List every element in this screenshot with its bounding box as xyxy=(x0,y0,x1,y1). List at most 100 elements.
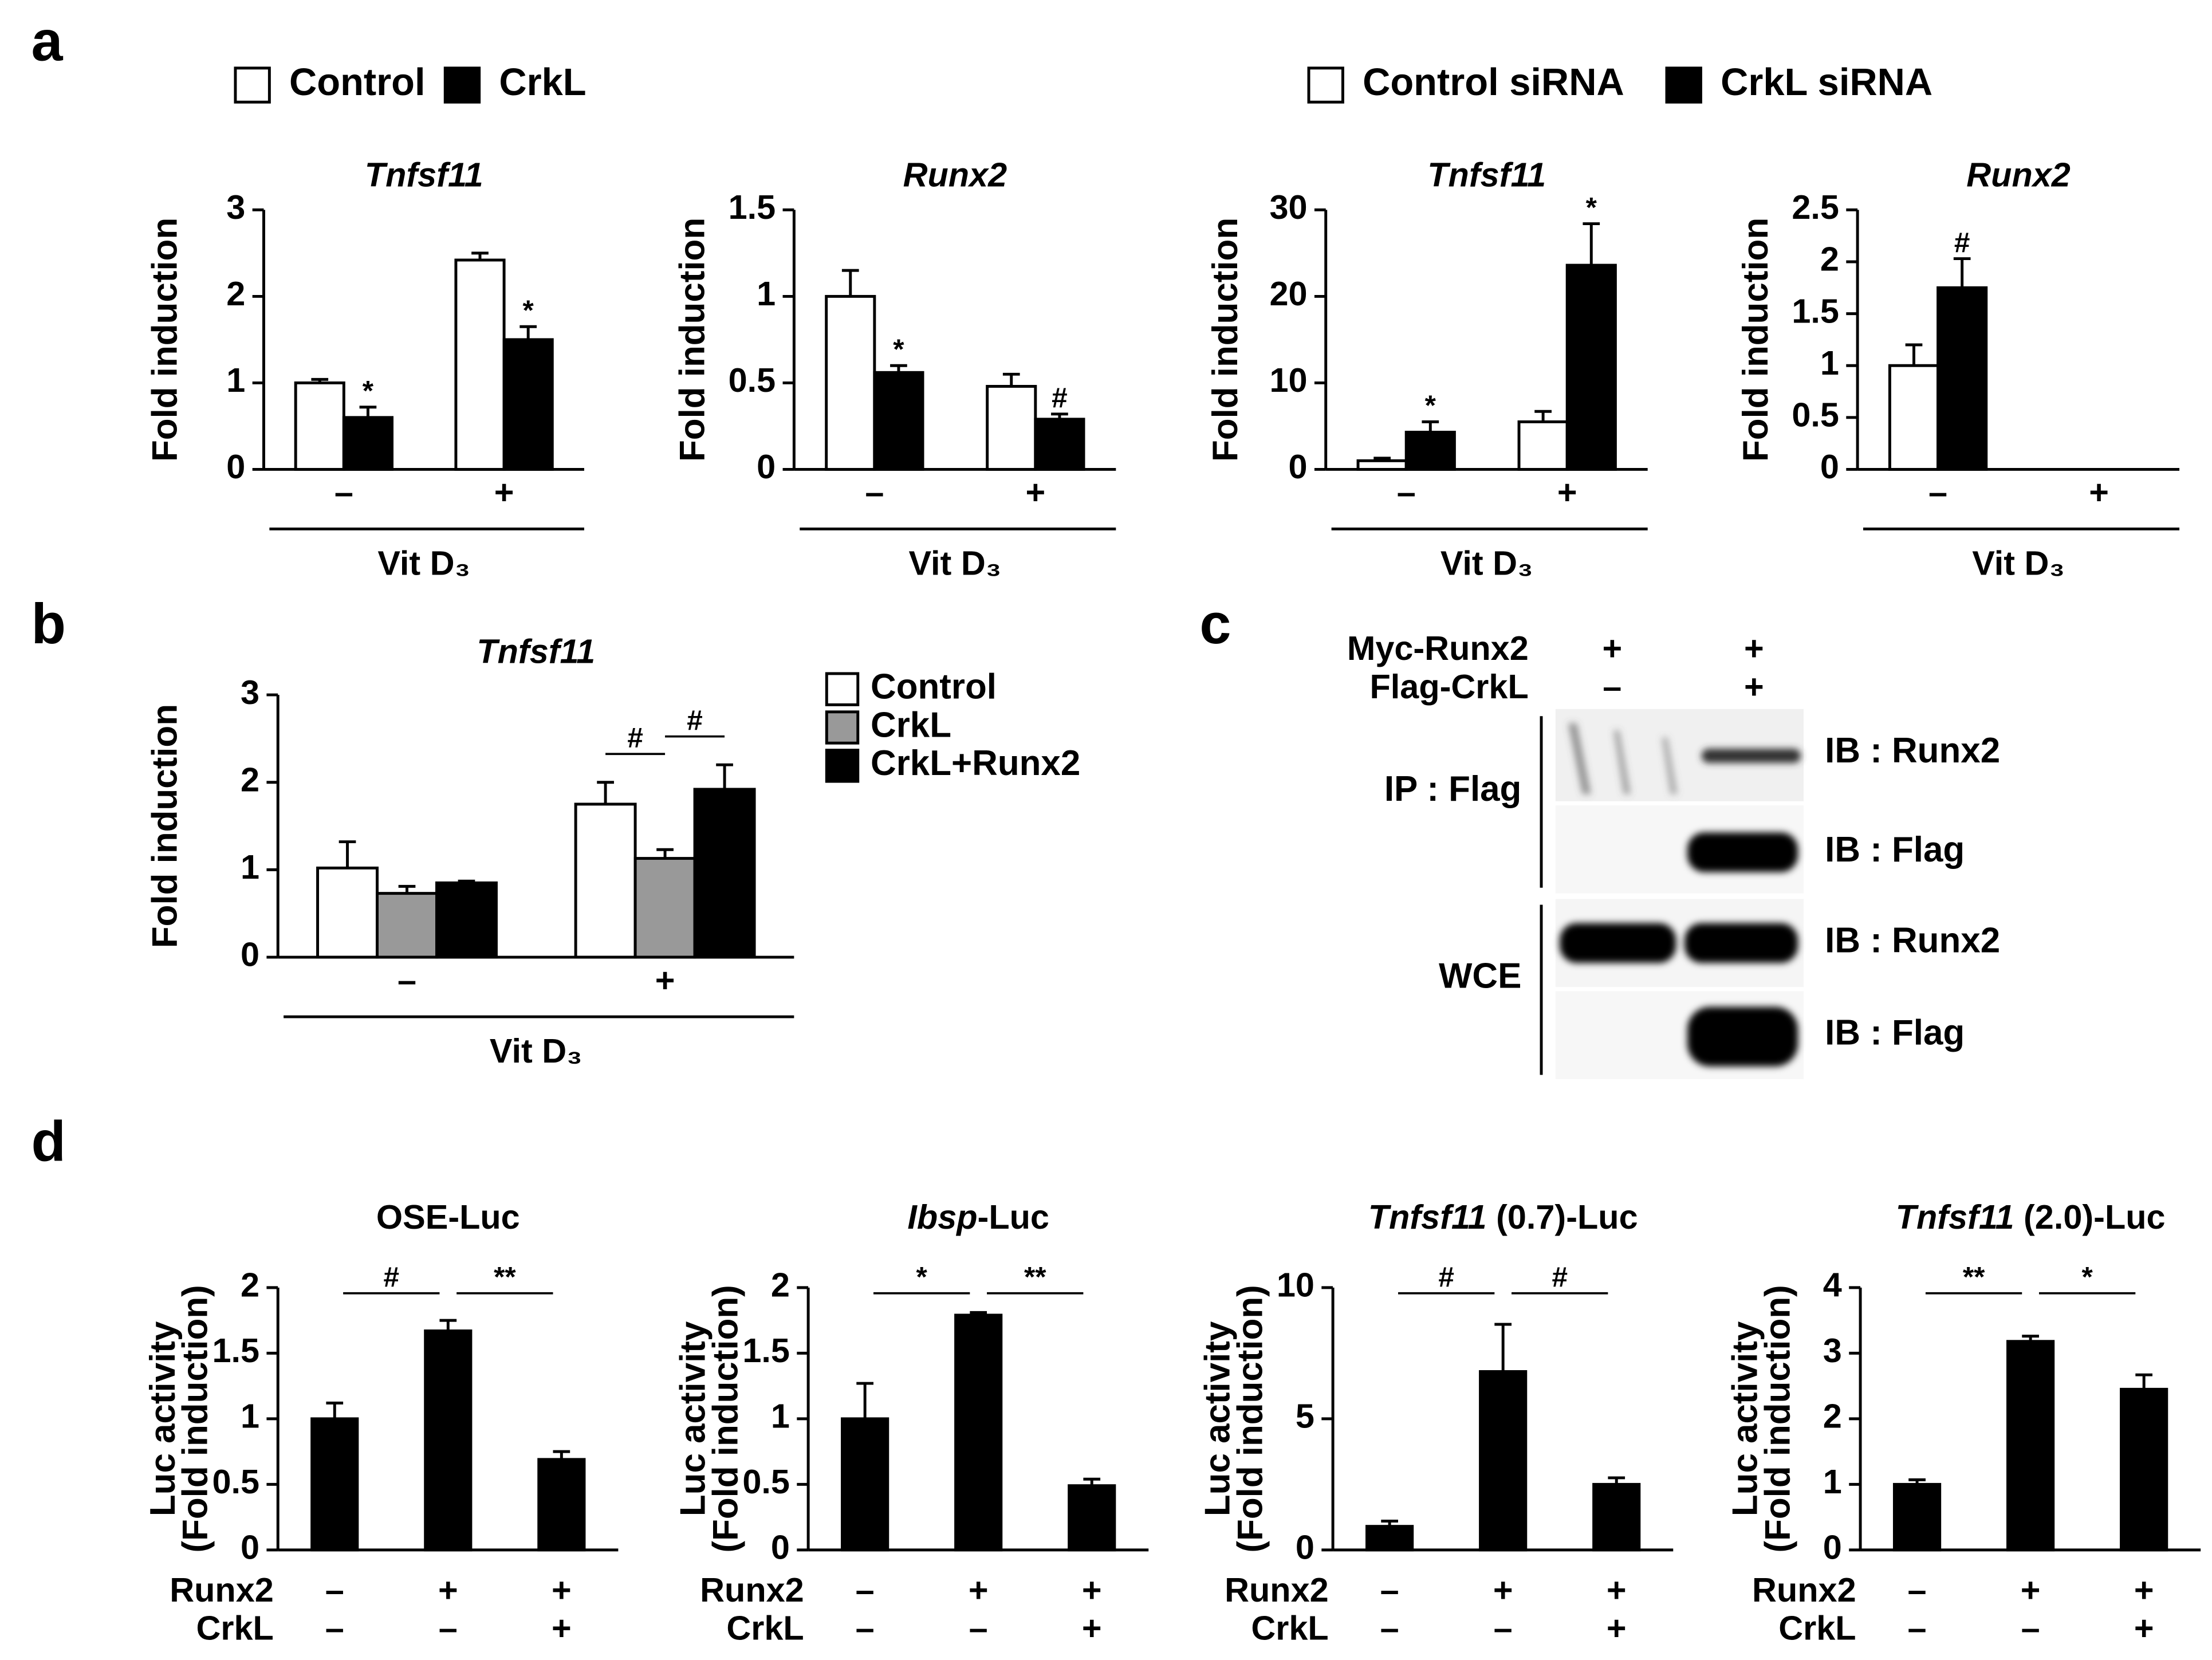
condition-value: + xyxy=(1493,1571,1513,1609)
bracket-label: # xyxy=(384,1261,400,1293)
panel-label: c xyxy=(1199,592,1231,655)
legend-swatch xyxy=(1665,66,1702,104)
x-tick-label: – xyxy=(865,473,884,512)
chart-title: Tnfsf11 (0.7)-Luc xyxy=(1368,1198,1638,1236)
x-tick-label: + xyxy=(655,961,675,999)
bar xyxy=(294,381,345,471)
significance: * xyxy=(1425,390,1436,422)
y-tick-label: 4 xyxy=(1823,1266,1842,1304)
y-tick-label: 30 xyxy=(1269,188,1307,226)
chart-title: Tnfsf11 (2.0)-Luc xyxy=(1896,1198,2166,1236)
x-tick-label: – xyxy=(397,961,416,999)
blot-column-value: – xyxy=(1603,667,1621,706)
chart-title: Runx2 xyxy=(1966,155,2071,194)
x-tick-label: – xyxy=(1397,473,1416,512)
y-tick-label: 20 xyxy=(1269,274,1307,313)
significance: * xyxy=(1586,192,1597,223)
chart: Runx2 Fold induction 0 0.5 1 1.5 2 2.5 # – + Vit D₃ xyxy=(1736,155,2180,582)
bar xyxy=(502,338,554,471)
y-tick-label: 1 xyxy=(241,1397,259,1435)
x-tick-label: + xyxy=(1557,473,1577,512)
y-tick-label: 1.5 xyxy=(212,1331,259,1370)
bracket-label: # xyxy=(1438,1261,1454,1293)
bar xyxy=(1034,418,1085,471)
blot-band xyxy=(1687,832,1798,872)
y-axis-label: Luc activity xyxy=(1198,1321,1238,1516)
title-part: Runx2 xyxy=(1966,155,2071,194)
y-axis-label: Luc activity xyxy=(1726,1321,1765,1516)
y-tick-label: 0 xyxy=(757,447,776,486)
bar xyxy=(376,892,438,959)
bar xyxy=(342,416,393,471)
condition-value: – xyxy=(325,1609,344,1647)
significance: * xyxy=(363,375,374,407)
bar xyxy=(1479,1370,1528,1552)
chart: Tnfsf11 Fold induction 0 1 2 3 – + Vit D₃ # # Contr… xyxy=(145,632,1080,1070)
y-tick-label: 0 xyxy=(1823,1528,1842,1567)
y-tick-label: 2.5 xyxy=(1792,188,1839,226)
bar xyxy=(841,1417,889,1552)
bar xyxy=(693,788,756,959)
condition-value: + xyxy=(1082,1609,1102,1647)
y-tick-label: 10 xyxy=(1269,361,1307,399)
bar xyxy=(1068,1484,1116,1552)
legend-swatch xyxy=(825,672,860,706)
chart-title: Runx2 xyxy=(903,155,1007,194)
condition-value: – xyxy=(1908,1571,1927,1609)
chart: Tnfsf11 Fold induction 0 1 2 3 * * – + Vit D₃ Contr… xyxy=(145,61,586,582)
y-axis-label: (Fold induction) xyxy=(176,1285,215,1552)
blot-column-value: + xyxy=(1744,629,1764,667)
y-tick-label: 0.5 xyxy=(742,1462,790,1501)
chart-title: Tnfsf11 xyxy=(1427,155,1546,194)
y-tick-label: 1 xyxy=(1820,344,1839,382)
bar xyxy=(2120,1387,2168,1552)
condition-value: – xyxy=(2021,1609,2040,1647)
title-part: Tnfsf11 xyxy=(365,155,483,194)
title-part: Tnfsf11 xyxy=(477,632,595,670)
y-tick-label: 1 xyxy=(226,361,245,399)
chart-title: Ibsp-Luc xyxy=(907,1198,1049,1236)
condition-value: + xyxy=(2021,1571,2041,1609)
y-tick-label: 1.5 xyxy=(1792,292,1839,330)
y-tick-label: 0 xyxy=(226,447,245,486)
bar xyxy=(435,881,498,959)
legend-swatch xyxy=(825,710,860,745)
bar xyxy=(633,857,696,959)
blot-row-label: IB : Runx2 xyxy=(1825,921,2000,961)
condition-value: – xyxy=(439,1609,458,1647)
chart: OSE-Luc Luc activity(Fold induction) 0 0.5 1… xyxy=(143,1198,619,1647)
title-part: Tnfsf11 xyxy=(1427,155,1546,194)
legend-swatch xyxy=(234,66,271,104)
bracket-label: ** xyxy=(1024,1261,1046,1293)
y-tick-label: 0.5 xyxy=(729,361,776,399)
bracket-label: * xyxy=(2082,1261,2093,1293)
y-tick-label: 0 xyxy=(1288,447,1307,486)
panel-label: b xyxy=(31,592,65,655)
condition-name: Runx2 xyxy=(1225,1571,1329,1609)
blot-panel: Myc-Runx2 + + Flag-CrkL – + IP : Flag WC… xyxy=(1347,629,2000,1079)
x-axis-label: Vit D₃ xyxy=(908,544,1001,582)
condition-value: – xyxy=(1380,1571,1399,1609)
blot-row-label: IB : Flag xyxy=(1825,830,1965,870)
panel-label: d xyxy=(31,1109,65,1173)
y-tick-label: 0.5 xyxy=(1792,396,1839,434)
chart: Tnfsf11 (0.7)-Luc Luc activity(Fold induc… xyxy=(1198,1198,1674,1647)
condition-name: Runx2 xyxy=(700,1571,804,1609)
bracket-label: * xyxy=(916,1261,928,1293)
x-axis-label: Vit D₃ xyxy=(377,544,470,582)
title-part: Tnfsf11 xyxy=(1368,1198,1487,1236)
y-tick-label: 0 xyxy=(771,1528,790,1567)
blot-column-value: + xyxy=(1602,629,1622,667)
condition-value: – xyxy=(1908,1609,1927,1647)
significance: * xyxy=(893,334,904,365)
legend-label: Control xyxy=(289,61,426,104)
y-tick-label: 1 xyxy=(771,1397,790,1435)
bar xyxy=(424,1329,473,1552)
title-part: Runx2 xyxy=(903,155,1007,194)
panel-label: a xyxy=(31,9,63,72)
x-tick-label: + xyxy=(2089,473,2109,512)
y-axis-label: Fold induction xyxy=(672,218,712,462)
